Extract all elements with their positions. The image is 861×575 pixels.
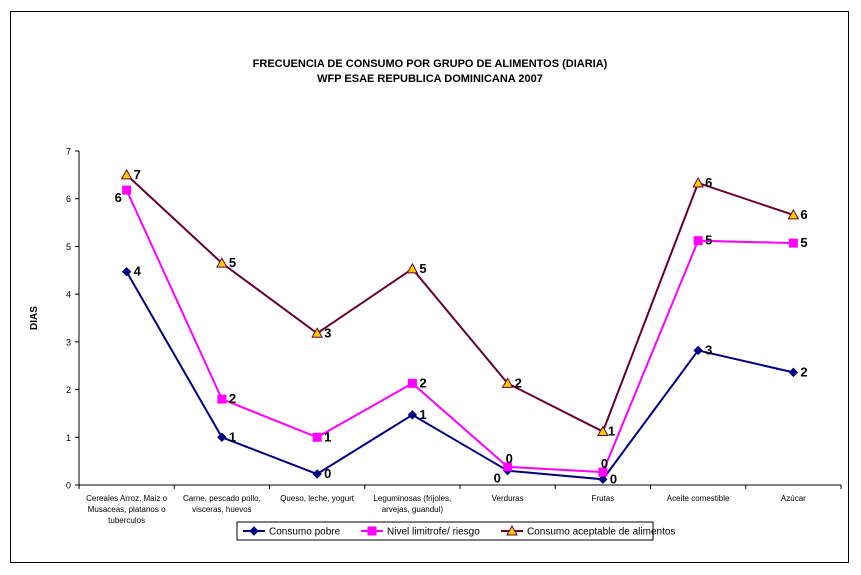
data-label: 2 <box>419 375 426 390</box>
data-point <box>501 377 514 388</box>
x-tick-label: tuberculos <box>108 516 145 525</box>
data-label: 1 <box>419 407 426 422</box>
data-point <box>407 410 418 420</box>
data-point <box>693 236 703 246</box>
series-line <box>125 189 794 474</box>
data-point <box>249 526 259 536</box>
data-point <box>122 185 132 195</box>
data-point <box>311 327 323 338</box>
legend-label: Consumo pobre <box>269 527 341 538</box>
data-point <box>597 425 609 437</box>
data-label: 7 <box>134 167 141 182</box>
x-tick-label: arvejas, guandul) <box>382 505 444 514</box>
data-point <box>598 474 608 484</box>
x-tick-label: Aceite comestible <box>667 494 730 503</box>
x-tick-label: Musaceas, platanos o <box>88 505 166 514</box>
y-tick-label: 5 <box>66 242 71 252</box>
data-point <box>217 394 227 404</box>
data-point <box>407 378 417 388</box>
data-label: 0 <box>324 466 331 481</box>
data-point <box>120 168 133 180</box>
y-tick-label: 1 <box>66 433 71 443</box>
data-label: 5 <box>705 233 712 248</box>
chart-subtitle: WFP ESAE REPUBLICA DOMINICANA 2007 <box>317 73 543 85</box>
data-point <box>788 367 799 378</box>
data-label: 0 <box>601 456 608 471</box>
x-tick-label: Carne, pescado pollo, <box>183 494 261 503</box>
data-point <box>367 526 377 536</box>
data-label: 0 <box>610 471 617 486</box>
x-tick-label: Azúcar <box>781 494 806 503</box>
data-label: 1 <box>608 424 615 439</box>
data-label: 6 <box>705 175 712 190</box>
data-point <box>312 469 322 479</box>
data-label: 5 <box>800 235 807 250</box>
data-point <box>217 432 227 442</box>
data-label: 6 <box>800 207 807 222</box>
data-point <box>506 524 518 536</box>
legend-label: Consumo aceptable de alimentos <box>527 527 675 538</box>
data-label: 5 <box>229 255 236 270</box>
data-point <box>406 262 419 274</box>
x-tick-label: Queso, leche, yogurt <box>280 494 355 503</box>
y-tick-label: 4 <box>66 290 71 300</box>
data-label: 3 <box>705 342 712 357</box>
data-label: 2 <box>515 375 522 390</box>
data-point <box>216 257 228 268</box>
data-point <box>787 208 800 220</box>
chart-title: FRECUENCIA DE CONSUMO POR GRUPO DE ALIME… <box>253 58 608 70</box>
data-label: 3 <box>324 325 331 340</box>
data-label: 0 <box>494 471 501 486</box>
legend: Consumo pobre Nivel limitrofe/ riesgo Cons… <box>236 521 675 541</box>
y-axis-label: DIAS <box>29 306 40 330</box>
data-point <box>503 462 513 472</box>
data-point <box>598 467 608 477</box>
data-label: 4 <box>134 264 142 279</box>
x-tick-label: Leguminosas (frijoles, <box>373 494 451 503</box>
legend-label: Nivel limitrofe/ riesgo <box>387 527 480 538</box>
legend-box <box>236 521 654 541</box>
data-label: 2 <box>800 364 807 379</box>
chart-frame: FRECUENCIA DE CONSUMO POR GRUPO DE ALIME… <box>10 11 849 563</box>
x-tick-label: Verduras <box>492 494 524 503</box>
y-tick-label: 0 <box>66 481 71 491</box>
data-label: 5 <box>419 261 426 276</box>
data-point <box>788 238 798 248</box>
y-tick-label: 7 <box>66 147 71 157</box>
series-line <box>125 174 794 433</box>
data-label: 1 <box>324 429 331 444</box>
data-point <box>693 345 703 356</box>
x-tick-label: visceras, huevos <box>192 505 252 514</box>
y-tick-label: 6 <box>66 194 71 204</box>
data-point <box>121 267 132 277</box>
data-label: 0 <box>506 451 513 466</box>
y-tick-label: 3 <box>66 337 71 347</box>
line-chart: FRECUENCIA DE CONSUMO POR GRUPO DE ALIME… <box>29 58 842 541</box>
data-label: 6 <box>115 190 122 205</box>
y-tick-label: 2 <box>66 385 71 395</box>
x-tick-label: Cereales Arroz, Maiz o <box>86 494 167 503</box>
series-line <box>125 271 794 481</box>
data-label: 2 <box>229 391 236 406</box>
data-label: 1 <box>229 429 236 444</box>
data-point <box>312 432 322 442</box>
x-tick-label: Frutas <box>592 494 615 503</box>
data-point <box>692 176 704 188</box>
